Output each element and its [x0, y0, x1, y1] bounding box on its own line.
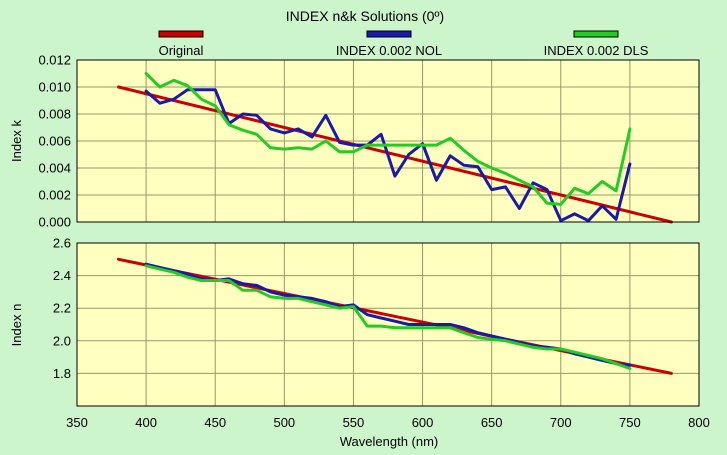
legend: Original INDEX 0.002 NOL INDEX 0.002 DLS [158, 30, 649, 58]
x-tick-label: 450 [204, 415, 226, 430]
legend-label-nol: INDEX 0.002 NOL [336, 43, 442, 58]
y-tick-label-n: 2.4 [53, 268, 71, 283]
legend-swatch-nol [366, 30, 412, 38]
series-line-k-0 [117, 85, 673, 224]
x-axis-label: Wavelength (nm) [340, 434, 439, 449]
plot-frame-k [76, 59, 700, 223]
y-tick-label-k: 0.008 [38, 107, 71, 122]
x-tick-label: 650 [481, 415, 503, 430]
x-tick-label: 700 [550, 415, 572, 430]
plot-panel-n: 1.8 2.0 2.2 2.4 2.6 [53, 236, 700, 407]
x-tick-label: 800 [688, 415, 710, 430]
y-tick-label-k: 0.002 [38, 188, 71, 203]
y-tick-label-k: 0.006 [38, 134, 71, 149]
legend-label-original: Original [159, 43, 204, 58]
plot-panel-k: 0.000 0.002 0.004 0.006 0.008 0.010 0.012 [38, 53, 700, 230]
legend-swatch-original [158, 30, 204, 38]
y-tick-label-n: 2.6 [53, 236, 71, 251]
plot-area-n [77, 243, 699, 406]
legend-swatch-dls [573, 30, 619, 38]
x-tick-label: 350 [66, 415, 88, 430]
series-line-n-2 [144, 264, 632, 370]
chart-title: INDEX n&k Solutions (0º) [286, 8, 444, 24]
y-tick-label-k: 0.012 [38, 53, 71, 68]
y-tick-label-n: 1.8 [53, 366, 71, 381]
x-tick-label: 600 [412, 415, 434, 430]
y-tick-label-k: 0.010 [38, 80, 71, 95]
x-tick-label: 500 [273, 415, 295, 430]
y-tick-label-k: 0.004 [38, 161, 71, 176]
x-axis: 350 400 450 500 550 600 650 700 750 800 [66, 415, 710, 430]
x-tick-label: 550 [343, 415, 365, 430]
y-axis-label-n: Index n [9, 304, 24, 347]
series-line-k-1 [144, 88, 632, 223]
y-tick-label-n: 2.0 [53, 333, 71, 348]
legend-label-dls: INDEX 0.002 DLS [544, 43, 649, 58]
x-tick-label: 750 [619, 415, 641, 430]
series-line-k-2 [144, 72, 632, 206]
plot-frame-n [76, 242, 700, 407]
x-tick-label: 400 [135, 415, 157, 430]
y-axis-label-k: Index k [9, 120, 24, 162]
y-tick-label-n: 2.2 [53, 301, 71, 316]
y-tick-label-k: 0.000 [38, 215, 71, 230]
